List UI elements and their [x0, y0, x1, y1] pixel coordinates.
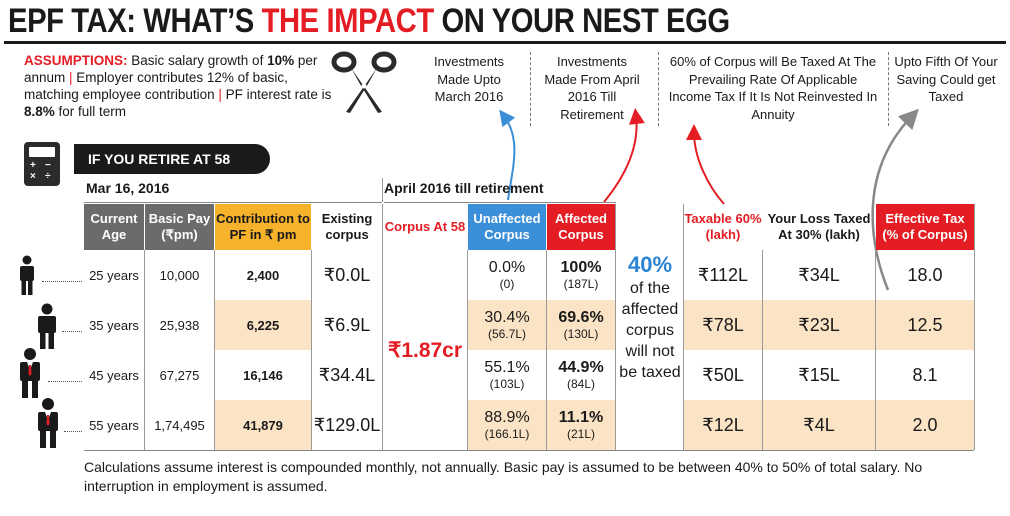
cell-pay: 1,74,495	[154, 417, 205, 433]
divider	[658, 52, 659, 126]
header-corpus-at-58: Corpus At 58	[384, 219, 466, 234]
page-title: EPF TAX: WHAT’S THE IMPACT ON YOUR NEST …	[8, 2, 730, 40]
cell-taxable: ₹78L	[702, 314, 744, 335]
period-mar-2016: Mar 16, 2016	[86, 180, 170, 196]
header-affected-corpus: Affected Corpus	[547, 204, 615, 250]
leader-line	[48, 381, 82, 382]
cell-existing: ₹6.9L	[323, 314, 371, 335]
cell-taxable: ₹12L	[702, 414, 744, 435]
cell-age: 25 years	[89, 267, 139, 283]
divider	[84, 202, 382, 203]
divider	[311, 250, 312, 450]
divider	[214, 250, 215, 450]
divider	[888, 52, 889, 126]
divider	[467, 250, 468, 450]
cell-age: 45 years	[89, 367, 139, 383]
divider	[384, 202, 616, 203]
row-tint	[215, 300, 311, 350]
leader-line	[64, 431, 82, 432]
row-tint	[468, 300, 615, 350]
calculator-icon: + − × ÷	[24, 142, 60, 186]
cell-contribution: 6,225	[246, 317, 280, 333]
divider	[683, 204, 684, 450]
title-bar: EPF TAX: WHAT’S THE IMPACT ON YOUR NEST …	[4, 0, 1006, 44]
header-loss-taxed: Your Loss Taxed At 30% (lakh)	[767, 211, 871, 242]
divider	[382, 204, 383, 450]
header-contribution: Contribution to PF in ₹ pm	[215, 204, 311, 250]
note-fifth-of-saving: Upto Fifth Of Your Saving Could get Taxe…	[894, 54, 998, 104]
cell-contribution: 2,400	[246, 267, 280, 283]
divider	[762, 250, 763, 450]
cell-loss: ₹23L	[798, 314, 840, 335]
cell-existing: ₹0.0L	[323, 264, 371, 285]
divider	[615, 204, 616, 450]
header-effective-tax: Effective Tax (% of Corpus)	[876, 204, 974, 250]
arrow-red	[686, 124, 725, 205]
note-corpus-taxed: 60% of Corpus will Be Taxed At The Preva…	[668, 54, 878, 122]
header-taxable: Taxable 60% (lakh)	[684, 211, 762, 242]
cell-loss: ₹15L	[798, 364, 840, 385]
cell-affected: 69.6% (130L)	[558, 309, 604, 341]
header-existing-corpus: Existing corpus	[321, 211, 373, 242]
row-tint	[215, 400, 311, 450]
divider	[875, 250, 876, 450]
cell-effective-tax: 8.1	[912, 364, 938, 385]
cell-effective-tax: 12.5	[907, 314, 943, 335]
header-current-age: Current Age	[84, 204, 144, 250]
assumptions-text: ASSUMPTIONS: Basic salary growth of 10% …	[24, 53, 332, 119]
person-with-tie-icon	[20, 348, 40, 398]
footer-note: Calculations assume interest is compound…	[84, 459, 923, 494]
cell-contribution: 16,146	[243, 367, 283, 383]
divider	[974, 204, 975, 450]
cell-age: 35 years	[89, 317, 139, 333]
person-icon	[20, 255, 34, 295]
cell-unaffected: 55.1% (103L)	[484, 359, 530, 391]
retire-label: IF YOU RETIRE AT 58	[74, 144, 270, 174]
cell-unaffected: 0.0% (0)	[488, 259, 526, 291]
cell-pay: 25,938	[159, 317, 200, 333]
cell-existing: ₹129.0L	[313, 414, 381, 435]
leader-line	[42, 281, 82, 282]
corpus-at-58-value: ₹1.87cr	[387, 338, 463, 362]
note-investments-from-april-2016: Investments Made From April 2016 Till Re…	[544, 54, 640, 122]
cell-pay: 67,275	[159, 367, 200, 383]
cell-affected: 44.9% (84L)	[558, 359, 604, 391]
cell-effective-tax: 18.0	[907, 264, 943, 285]
cell-taxable: ₹50L	[702, 364, 744, 385]
period-april-2016: April 2016 till retirement	[384, 180, 544, 196]
header-unaffected-corpus: Unaffected Corpus	[468, 204, 546, 250]
row-tint	[684, 400, 974, 450]
note-40-percent: 40% of the affected corpus will not be t…	[619, 252, 681, 381]
cell-unaffected: 30.4% (56.7L)	[484, 309, 530, 341]
cell-unaffected: 88.9% (166.1L)	[484, 409, 530, 441]
cell-effective-tax: 2.0	[912, 414, 938, 435]
cell-taxable: ₹112L	[697, 264, 749, 285]
cell-age: 55 years	[89, 417, 139, 433]
cell-existing: ₹34.4L	[318, 364, 376, 385]
row-tint	[468, 400, 615, 450]
row-tint	[684, 300, 974, 350]
note-investments-upto-march-2016: Investments Made Upto March 2016	[433, 54, 505, 104]
leader-line	[62, 331, 82, 332]
cell-contribution: 41,879	[243, 417, 283, 433]
person-icon	[38, 303, 56, 349]
cell-loss: ₹34L	[798, 264, 840, 285]
divider	[530, 52, 531, 126]
arrow-red	[603, 108, 645, 203]
divider	[382, 178, 383, 202]
scissors-icon	[331, 51, 397, 113]
divider	[546, 250, 547, 450]
cell-affected: 100% (187L)	[560, 259, 602, 291]
header-basic-pay: Basic Pay (₹pm)	[145, 204, 214, 250]
cell-affected: 11.1% (21L)	[558, 409, 604, 441]
cell-pay: 10,000	[159, 267, 200, 283]
divider	[144, 250, 145, 450]
cell-loss: ₹4L	[803, 414, 835, 435]
person-with-tie-icon	[38, 398, 58, 448]
divider	[84, 450, 974, 451]
